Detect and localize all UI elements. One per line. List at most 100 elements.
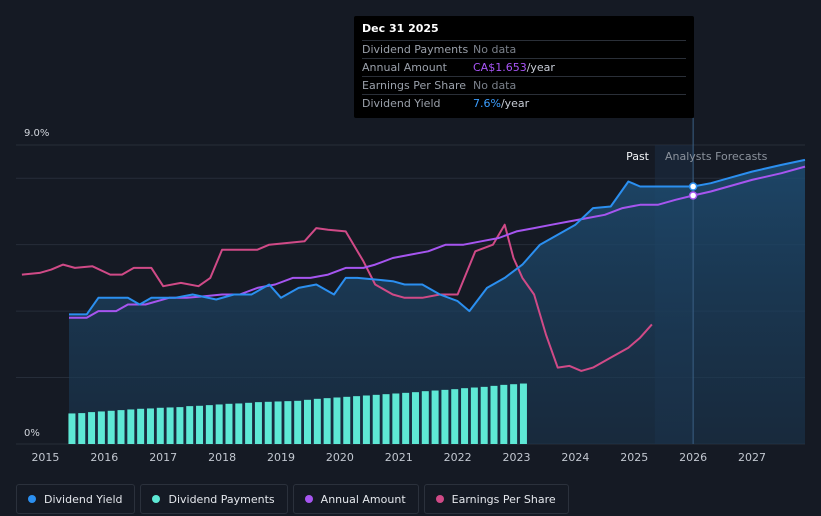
payment-bar (97, 411, 105, 444)
legend-dot-icon (28, 495, 36, 503)
x-tick-label: 2017 (149, 451, 177, 464)
payment-bar (107, 410, 115, 444)
payment-bar (362, 395, 370, 444)
payment-bar (480, 386, 488, 444)
payment-bar (137, 408, 145, 444)
legend-dividend-payments[interactable]: Dividend Payments (140, 484, 288, 514)
payment-bar (186, 406, 194, 444)
payment-bar (519, 383, 527, 444)
x-tick-label: 2023 (502, 451, 530, 464)
payment-bar (490, 385, 498, 444)
payment-bar (411, 392, 419, 444)
payment-bar (215, 404, 223, 444)
tooltip-value: 7.6% (473, 97, 501, 110)
legend-annual-amount[interactable]: Annual Amount (292, 484, 419, 514)
analysts-forecasts-label: Analysts Forecasts (665, 150, 768, 163)
payment-bar (431, 390, 439, 444)
payment-bar (372, 394, 380, 444)
payment-bar (304, 399, 312, 444)
payment-bar (88, 412, 96, 444)
x-tick-label: 2018 (208, 451, 236, 464)
dividend-chart: 2015 2016 2017 2018 2019 2020 2021 2022 2023 2024… (16, 118, 806, 464)
legend: Dividend Yield Dividend Payments Annual … (16, 484, 569, 514)
x-tick-label: 2021 (385, 451, 413, 464)
tooltip-label: Earnings Per Share (362, 79, 467, 92)
payment-bar (343, 396, 351, 444)
payment-bar (156, 407, 164, 444)
legend-dot-icon (435, 495, 444, 503)
payment-bar (382, 394, 390, 444)
x-tick-label: 2015 (31, 451, 59, 464)
payment-bar (461, 388, 469, 444)
x-tick-label: 2026 (679, 451, 707, 464)
x-tick-label: 2024 (561, 451, 589, 464)
legend-dot-icon (304, 495, 313, 503)
legend-dividend-yield[interactable]: Dividend Yield (16, 484, 136, 514)
x-tick-label: 2016 (90, 451, 118, 464)
payment-bar (127, 409, 135, 444)
payment-bar (146, 408, 154, 444)
payment-bar (117, 410, 125, 444)
payment-bar (402, 392, 410, 444)
tooltip-label: Dividend Yield (362, 97, 441, 110)
legend-label: Dividend Payments (168, 492, 275, 506)
payment-bar (225, 403, 233, 444)
payment-bar (254, 402, 262, 444)
dividend-yield-line (69, 158, 806, 316)
x-tick-label: 2022 (444, 451, 472, 464)
payment-bar (294, 400, 302, 444)
payment-bar (470, 387, 478, 444)
tooltip-label: Dividend Payments (362, 43, 469, 56)
annual-amount-marker (688, 191, 698, 200)
tooltip-value: No data (473, 79, 517, 92)
tooltip-row-earnings-per-share: Earnings Per Share No data (362, 76, 686, 94)
x-tick-label: 2027 (738, 451, 766, 464)
payment-bar (196, 405, 204, 444)
tooltip-date: Dec 31 2025 (362, 22, 439, 35)
tooltip-unit: /year (500, 97, 530, 110)
payment-bar (78, 413, 86, 444)
dividend-payments-bars (68, 383, 527, 444)
payment-bar (323, 398, 331, 444)
payment-bar (68, 413, 76, 444)
payment-bar (392, 393, 400, 444)
legend-label: Earnings Per Share (451, 492, 556, 506)
payment-bar (441, 389, 449, 444)
payment-bar (421, 391, 429, 444)
payment-bar (205, 405, 213, 444)
x-tick-label: 2019 (267, 451, 295, 464)
payment-bar (313, 398, 321, 444)
tooltip-row-annual-amount: Annual Amount CA$1.653/year (362, 58, 686, 76)
tooltip-row-dividend-yield: Dividend Yield 7.6%/year (362, 94, 686, 112)
payment-bar (500, 384, 508, 444)
x-axis-ticks: 2015 2016 2017 2018 2019 2020 2021 2022 2023 2024… (31, 451, 766, 464)
past-label: Past (626, 150, 650, 163)
payment-bar (245, 402, 253, 444)
x-tick-label: 2020 (326, 451, 354, 464)
payment-bar (274, 401, 282, 444)
payment-bar (284, 401, 292, 444)
tooltip-label: Annual Amount (362, 61, 447, 74)
dividend-yield-area (68, 159, 805, 444)
payment-bar (264, 401, 272, 444)
tooltip-value: No data (473, 43, 517, 56)
tooltip-row-dividend-payments: Dividend Payments No data (362, 40, 686, 58)
payment-bar (166, 407, 174, 444)
tooltip: Dec 31 2025 Dividend Payments No data An… (354, 16, 694, 118)
legend-dot-icon (152, 495, 161, 503)
dividend-yield-marker (688, 182, 698, 191)
payment-bar (176, 407, 184, 444)
payment-bar (353, 396, 361, 444)
legend-label: Annual Amount (320, 492, 406, 506)
annual-amount-line (69, 165, 806, 319)
legend-earnings-per-share[interactable]: Earnings Per Share (423, 484, 569, 514)
legend-label: Dividend Yield (44, 492, 123, 506)
tooltip-unit: /year (526, 61, 555, 74)
tooltip-value: CA$1.653 (473, 61, 527, 74)
y-axis-top-label: 9.0% (24, 128, 49, 139)
earnings-per-share-line (21, 223, 653, 372)
payment-bar (510, 384, 518, 444)
y-axis-bottom-label: 0% (24, 428, 40, 439)
payment-bar (333, 397, 341, 444)
payment-bar (235, 403, 243, 444)
